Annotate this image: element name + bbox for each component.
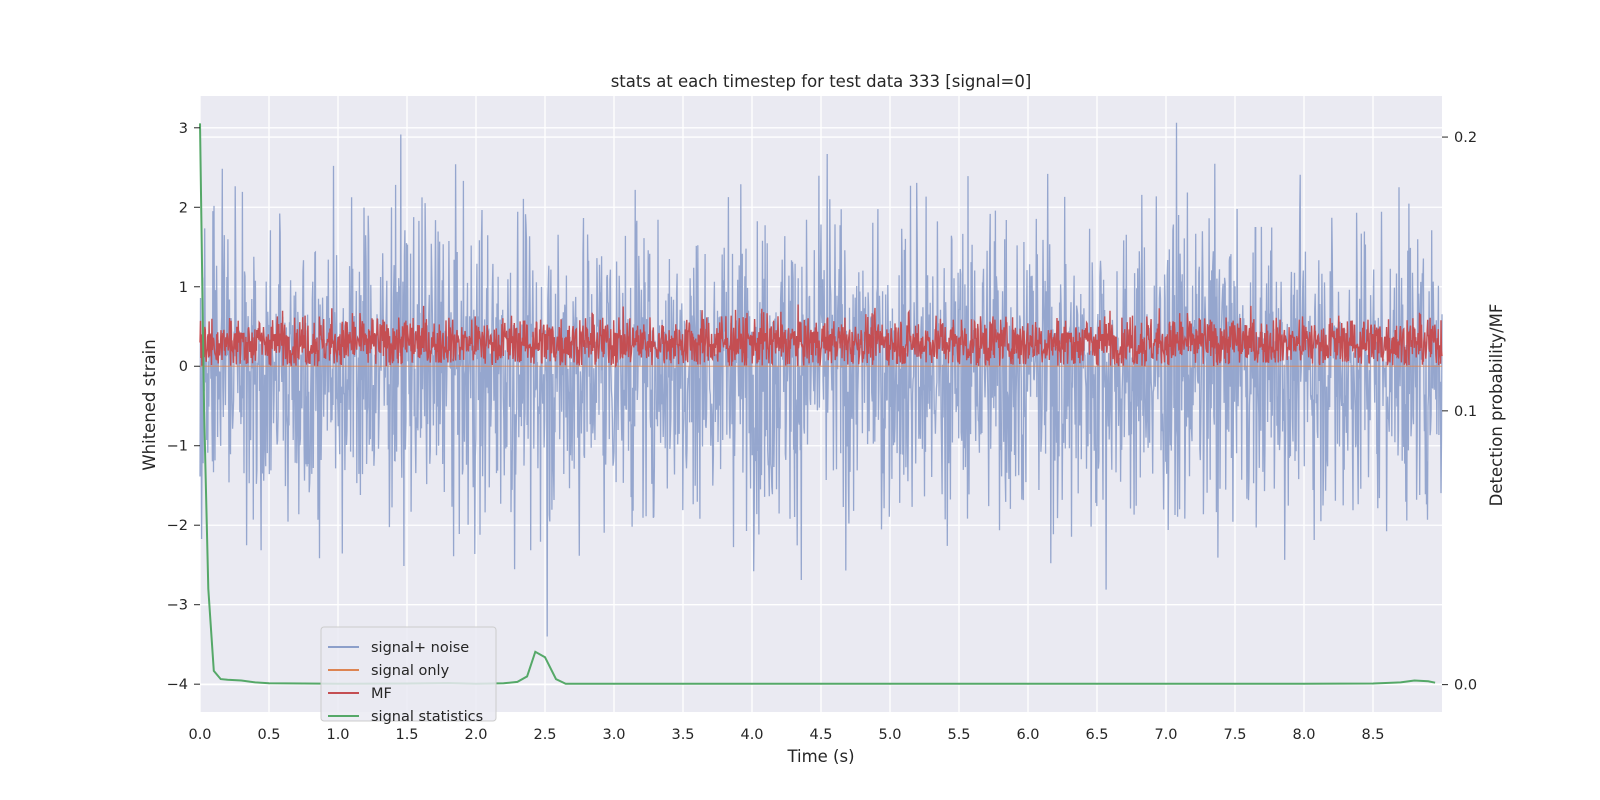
x-tick-label: 3.5 [671,727,694,743]
y-tick-label: 2 [179,200,188,216]
x-tick-label: 2.0 [464,727,487,743]
y-tick-label: 0 [179,359,188,375]
y-axis-ticks: 3 2 1 0 −1 −2 −3 −4 [167,121,200,693]
series-signal-statistics [199,123,1436,685]
x-tick-label: 7.0 [1154,727,1177,743]
x-tick-label: 8.0 [1292,727,1315,743]
x-tick-label: 3.0 [602,727,625,743]
y2-axis-label: Detection probability/MF [1487,304,1506,507]
y-tick-label: 1 [179,280,188,296]
y-tick-label: −3 [167,598,188,614]
y2-tick-label: 0.1 [1454,404,1477,420]
legend-label: signal only [371,663,450,679]
x-axis-ticks: 0.0 0.5 1.0 1.5 2.0 2.5 3.0 3.5 4.0 4.5 5.0 5.5 6.0 6… [188,727,1384,743]
legend-label: MF [371,686,392,702]
x-tick-label: 5.0 [878,727,901,743]
y2-tick-label: 0.0 [1454,678,1477,694]
x-tick-label: 0.5 [257,727,280,743]
legend-box [320,626,497,722]
series-mf [199,304,1443,368]
y-axis-label: Whitened strain [140,339,159,470]
y-tick-label: −4 [167,677,188,693]
x-tick-label: 6.5 [1085,727,1108,743]
x-tick-label: 4.5 [809,727,832,743]
x-tick-label: 8.5 [1361,727,1384,743]
x-tick-label: 6.0 [1016,727,1039,743]
legend-label: signal+ noise [371,640,469,656]
y-tick-label: 3 [179,121,188,137]
y-tick-label: −1 [167,439,188,455]
y2-tick-label: 0.2 [1454,130,1477,146]
y-tick-label: −2 [167,518,188,534]
legend: signal+ noise signal only MF signal statist… [320,626,497,725]
x-tick-label: 1.5 [395,727,418,743]
x-axis-label: Time (s) [786,747,854,766]
x-tick-label: 4.0 [740,727,763,743]
x-tick-label: 5.5 [947,727,970,743]
y2-axis-ticks: 0.2 0.1 0.0 [1442,130,1477,694]
x-tick-label: 7.5 [1223,727,1246,743]
legend-label: signal statistics [371,709,483,725]
x-tick-label: 1.0 [326,727,349,743]
signal-statistics-line [199,123,1436,685]
x-tick-label: 0.0 [188,727,211,743]
x-tick-label: 2.5 [533,727,556,743]
chart-title: stats at each timestep for test data 333… [611,72,1032,91]
mf-line [199,304,1443,368]
